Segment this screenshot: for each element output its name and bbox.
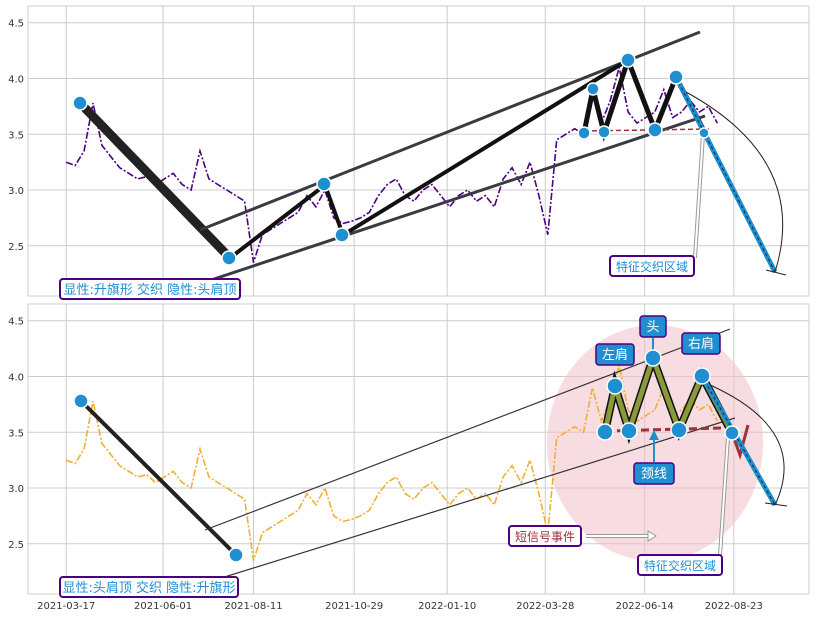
right-shoulder-label: 右肩 [681,332,721,355]
neckline-pointer-head [649,430,659,440]
left-shoulder-label: 左肩 [595,343,635,366]
y-tick-label: 2.5 [8,242,24,253]
bottom-arrow-tip [764,502,788,507]
top-point [647,122,663,138]
top-point [668,69,684,85]
top-label-text: 显性:升旗形 交织 隐性:头肩顶 [63,282,236,298]
short-signal-text: 短信号事件 [515,530,575,544]
x-tick-label: 2021-03-17 [37,601,95,612]
top-region-arrow-inner [694,134,704,259]
bottom-y-ticks: 2.5 3.0 3.5 4.0 4.5 [8,317,24,551]
top-arc [685,91,784,273]
neckline-label: 颈线 [633,462,675,485]
neckline-text: 颈线 [641,467,667,482]
bottom-region-arrow-inner [719,436,729,556]
y-tick-label: 4.0 [8,75,24,86]
top-point [72,95,88,111]
bottom-point [606,377,624,395]
bottom-point [693,367,711,385]
y-tick-label: 3.0 [8,484,24,495]
top-point [221,250,237,266]
bottom-point [644,349,662,367]
y-tick-label: 4.0 [8,373,24,384]
top-point [334,227,350,243]
bottom-point [73,393,89,409]
bottom-falling-line [79,399,238,557]
top-point [577,126,591,140]
x-tick-label: 2021-08-11 [224,601,282,612]
head-text: 头 [646,320,659,335]
bottom-arc [709,384,785,506]
top-plot-frame [27,5,810,297]
bottom-region-box [637,554,723,576]
bottom-label-box [59,576,239,598]
left-shoulder-box [595,343,635,366]
bottom-label-text: 显性:头肩顶 交织 隐性:升旗形 [62,580,235,596]
x-tick-label: 2021-10-29 [325,601,383,612]
top-point [620,52,636,68]
short-signal-arrowhead [647,530,657,542]
x-tick-label: 2022-08-23 [705,601,763,612]
bottom-panel: 2.53.03.54.04.5 2021-03-17 2021-06-01 2021… [8,303,810,612]
top-target-dash [675,76,776,273]
bottom-pullback [730,424,750,460]
bottom-pattern-label: 显性:头肩顶 交织 隐性:升旗形 [59,576,239,598]
head-box [639,315,667,338]
top-series [65,67,719,263]
top-lower-channel [204,114,706,284]
bottom-region-text: 特征交织区域 [644,558,716,573]
top-label-box [59,278,241,300]
y-tick-label: 2.5 [8,540,24,551]
top-region-label: 特征交织区域 [609,255,695,277]
top-zigzag [228,58,630,260]
bottom-target-dash [701,375,776,506]
top-falling-flagpole [76,99,234,262]
x-tick-label: 2021-06-01 [134,601,192,612]
y-tick-label: 3.5 [8,130,24,141]
top-arrow-tip [765,269,787,276]
bottom-grid [28,304,809,594]
x-tick-label: 2022-06-14 [616,601,674,612]
bottom-point [670,421,688,439]
y-tick-label: 4.5 [8,19,24,30]
bottom-upper-channel [204,328,731,531]
bottom-point [596,423,614,441]
top-y-ticks: 2.5 3.0 3.5 4.0 4.5 [8,19,24,253]
top-region-text: 特征交织区域 [616,259,688,274]
top-point [597,125,611,139]
y-tick-label: 3.0 [8,186,24,197]
y-tick-label: 3.5 [8,428,24,439]
bottom-point [228,547,244,563]
top-pattern-label: 显性:升旗形 交织 隐性:头肩顶 [59,278,241,300]
top-point [586,82,600,96]
left-shoulder-text: 左肩 [602,347,628,363]
short-signal-label: 短信号事件 [508,525,582,547]
bottom-pattern-lines [73,328,788,581]
price-series-line [65,67,719,263]
bottom-point [724,425,740,441]
top-region-box [609,255,695,277]
top-panel: 2.5 3.0 3.5 4.0 4.5 [8,5,810,300]
top-point [698,127,710,139]
right-shoulder-box [681,332,721,355]
top-point [316,176,332,192]
x-tick-label: 2022-03-28 [516,601,574,612]
short-signal-box [508,525,582,547]
right-shoulder-text: 右肩 [688,336,714,352]
y-tick-label: 4.5 [8,317,24,328]
bottom-x-ticks: 2021-03-17 2021-06-01 2021-08-11 2021-10-29… [37,601,763,612]
x-tick-label: 2022-01-10 [418,601,476,612]
bottom-lower-channel [214,417,736,581]
neckline-box [633,462,675,485]
head-label: 头 [639,315,667,338]
top-pattern-lines [72,30,787,284]
bottom-point [620,422,638,440]
bottom-region-label: 特征交织区域 [637,554,723,576]
